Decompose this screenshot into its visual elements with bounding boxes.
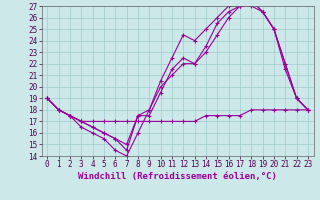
- X-axis label: Windchill (Refroidissement éolien,°C): Windchill (Refroidissement éolien,°C): [78, 172, 277, 181]
